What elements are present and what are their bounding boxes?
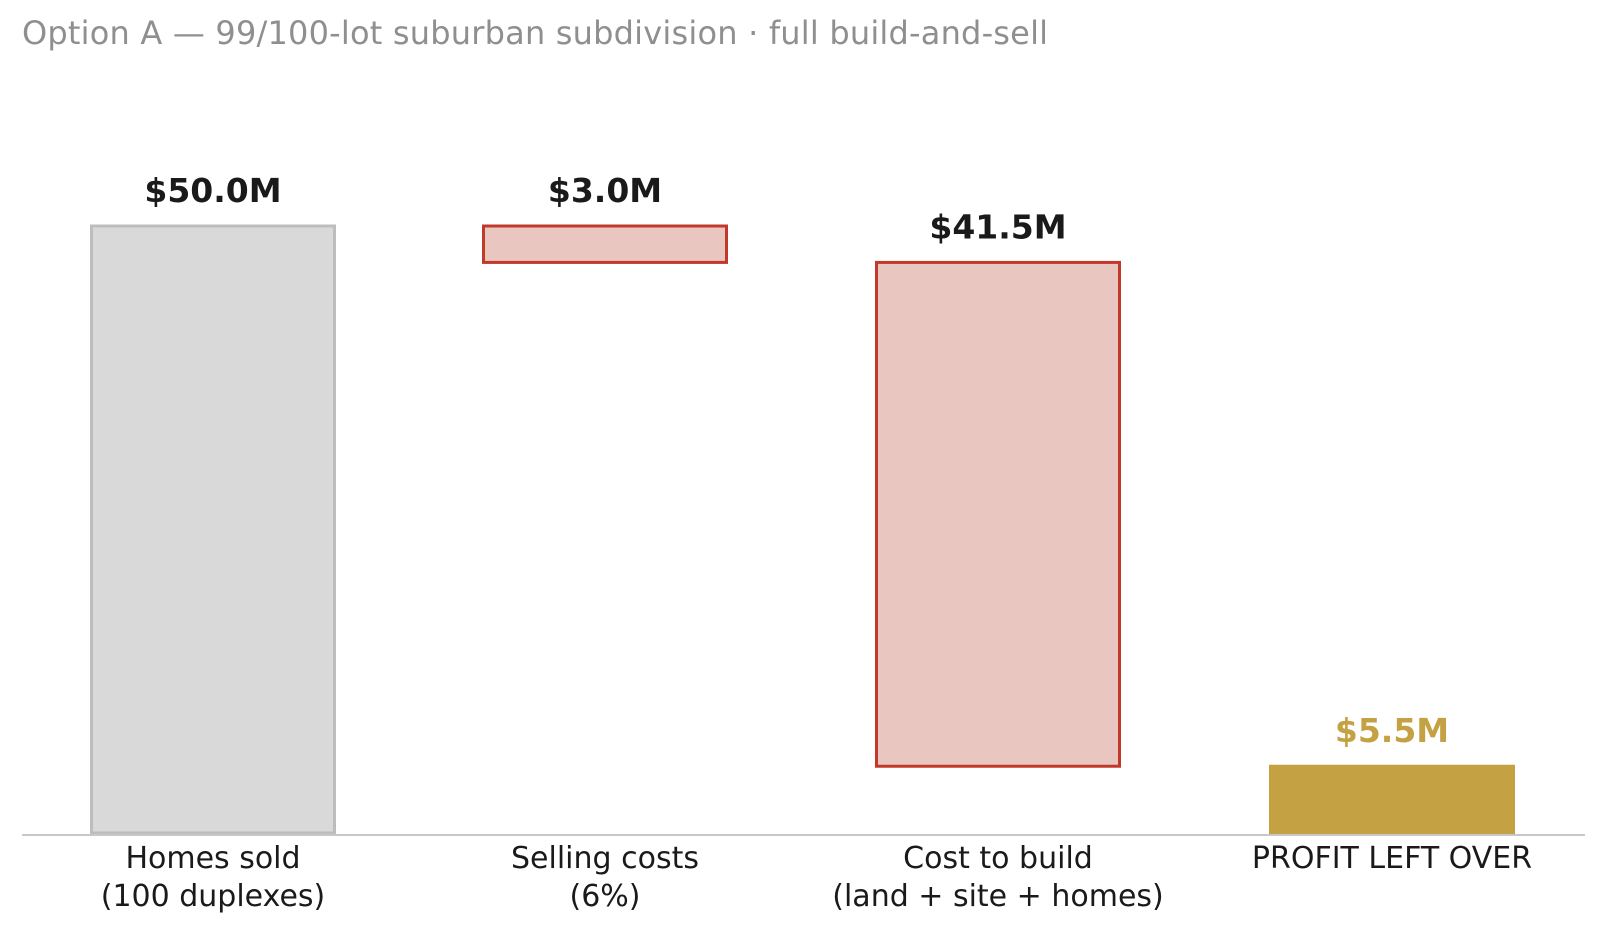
category-label-2-line-2: (6%) [569,879,640,914]
category-label-4-line-1: PROFIT LEFT OVER [1252,841,1532,876]
category-label-1-line-2: (100 duplexes) [101,879,326,914]
bar-4 [1269,764,1515,835]
category-label-3-line-2: (land + site + homes) [832,879,1163,914]
data-label-1: $50.0M [144,171,281,210]
data-label-4: $5.5M [1335,711,1449,750]
data-label-2: $3.0M [548,171,662,210]
bar-2 [482,224,728,264]
bar-1 [90,224,336,835]
category-label-1-line-1: Homes sold [125,841,300,876]
bar-3 [875,260,1121,768]
data-label-3: $41.5M [929,207,1066,246]
category-label-3-line-1: Cost to build [903,841,1093,876]
category-label-2-line-1: Selling costs [511,841,699,876]
chart-title: Option A — 99/100-lot suburban subdivisi… [22,14,1049,52]
